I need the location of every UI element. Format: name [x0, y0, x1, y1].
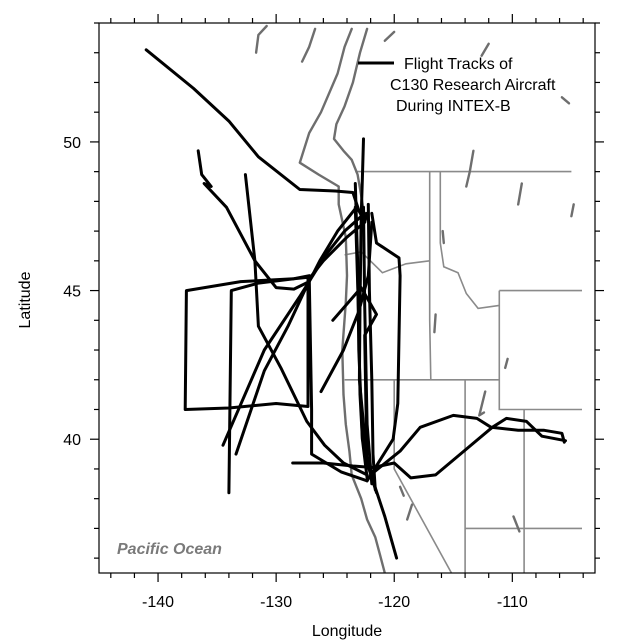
legend-line-3: During INTEX-B	[396, 98, 511, 115]
x-tick-label: -110	[497, 594, 528, 611]
coastline-segment-16	[433, 313, 437, 334]
flight-track-17	[353, 205, 399, 560]
y-tick-label: 50	[63, 135, 81, 152]
state-border-4	[439, 171, 500, 310]
flight-track-5	[183, 275, 310, 411]
legend: Flight Tracks of C130 Research Aircraft …	[358, 56, 556, 115]
coastline-segment-15	[512, 515, 521, 533]
flight-track-6	[234, 211, 369, 456]
flight-tracks	[144, 48, 567, 560]
coastline-segment-5	[383, 30, 396, 42]
coastline-segment-1	[298, 27, 386, 573]
coastline-segment-17	[441, 229, 445, 245]
flight-track-4	[227, 274, 369, 495]
coastline-segment-11	[504, 357, 509, 370]
coastline	[254, 24, 575, 573]
coastline-segment-13	[406, 503, 414, 521]
coastline-segment-4	[300, 27, 317, 63]
y-tick-label: 40	[63, 432, 81, 449]
state-border-6	[393, 379, 453, 573]
coastline-segment-12	[478, 390, 487, 417]
coastline-segment-6	[465, 149, 475, 188]
x-tick-label: -140	[142, 594, 174, 611]
legend-line-1: Flight Tracks of	[404, 56, 513, 73]
x-axis-title: Longitude	[312, 623, 382, 640]
coastline-segment-3	[254, 24, 268, 54]
flight-track-15	[291, 416, 567, 480]
map-plot-area	[144, 24, 582, 573]
y-tick-label: 45	[63, 284, 81, 301]
flight-track-12	[365, 211, 402, 483]
state-border-3	[428, 171, 432, 380]
flight-track-16	[372, 413, 566, 474]
state-borders	[344, 170, 582, 573]
x-tick-label: -130	[260, 594, 292, 611]
coastline-segment-7	[480, 42, 490, 57]
coastline-segment-8	[560, 96, 571, 105]
legend-line-2: C130 Research Aircraft	[390, 77, 556, 94]
x-tick-label: -120	[378, 594, 410, 611]
flight-track-3	[243, 173, 369, 477]
state-border-8	[498, 290, 582, 411]
axis-ticks	[90, 14, 604, 582]
coastline-segment-10	[570, 203, 575, 218]
flight-track-7	[221, 211, 367, 447]
pacific-ocean-label: Pacific Ocean	[117, 541, 222, 558]
coastline-segment-2	[332, 27, 369, 218]
coastline-segment-9	[517, 182, 523, 206]
y-axis-title: Latitude	[17, 271, 34, 328]
flight-track-2	[196, 149, 367, 291]
axis-tick-labels: -140 -130 -120 -110 40 45 50	[63, 135, 528, 611]
coastline-segment-14	[398, 485, 405, 497]
flight-track-1	[144, 48, 367, 224]
